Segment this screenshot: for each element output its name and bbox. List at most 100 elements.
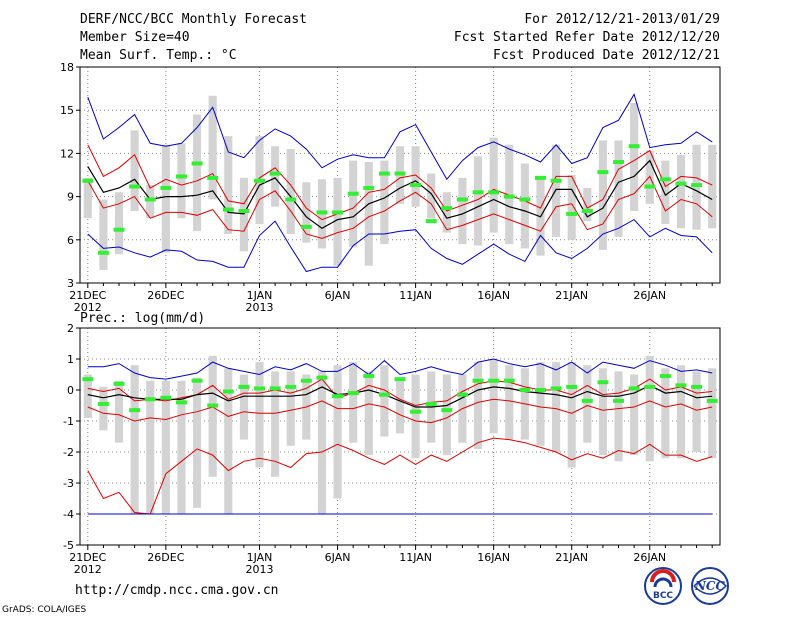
temp-observed-marker <box>566 211 578 216</box>
prec-observed-marker <box>441 408 453 413</box>
temp-observed-marker <box>129 184 141 189</box>
source-url[interactable]: http://cmdp.ncc.cma.gov.cn <box>75 583 279 598</box>
prec-observed-marker <box>363 374 375 379</box>
temp-observed-marker <box>97 250 109 255</box>
prec-observed-marker <box>332 394 344 399</box>
prec-spread-bar <box>489 359 498 434</box>
prec-spread-bar <box>286 371 295 446</box>
prec-xtick-label: 21DEC <box>69 551 106 564</box>
temp-observed-marker <box>238 209 250 213</box>
temp-xtick-label: 21DEC <box>69 289 106 302</box>
temp-line-max <box>87 93 713 181</box>
prec-observed-marker <box>519 388 531 392</box>
prec-spread-bar <box>473 362 483 449</box>
temp-observed-marker <box>535 175 546 180</box>
prec-observed-marker <box>628 386 640 391</box>
prec-xtick-label: 16JAN <box>477 551 510 564</box>
temp-observed-marker <box>410 183 422 188</box>
prec-spread-bar <box>552 362 561 452</box>
temp-observed-marker <box>659 177 671 182</box>
prec-spread-bar <box>442 374 451 456</box>
temp-observed-marker <box>488 190 500 195</box>
temp-observed-marker <box>332 210 344 215</box>
temp-spread-bar <box>114 192 124 255</box>
temp-spread-bar <box>177 143 186 219</box>
prec-observed-marker <box>394 377 406 382</box>
prec-spread-bar <box>692 371 701 452</box>
temp-observed-marker <box>441 206 453 211</box>
temp-spread-bar <box>364 162 373 266</box>
temp-line-min <box>87 218 713 273</box>
temp-xtick-label: 16JAN <box>477 289 510 302</box>
prec-observed-marker <box>347 391 359 396</box>
temp-line-p_lo <box>87 175 713 239</box>
temp-spread-bar <box>489 137 498 233</box>
temp-spread-bar <box>333 177 342 266</box>
temp-spread-bar <box>614 140 623 237</box>
prec-xtick-label: 6JAN <box>325 551 351 564</box>
prec-observed-marker <box>160 395 172 400</box>
temp-spread-bar <box>520 163 529 249</box>
temp-spread-bar <box>442 192 451 233</box>
prec-observed-marker <box>472 378 484 383</box>
prec-spread-bar <box>161 380 170 514</box>
prec-observed-marker <box>456 392 468 397</box>
prec-spread-bar <box>645 355 654 462</box>
ncc-logo: NCC <box>691 567 729 605</box>
temp-xtick-label: 26JAN <box>633 289 666 302</box>
temp-observed-marker <box>82 178 94 183</box>
prec-spread-bar <box>395 377 405 434</box>
fcst-produced-label: Fcst Produced Date 2012/12/21 <box>493 48 720 63</box>
temp-spread-bar <box>458 177 467 245</box>
temp-spread-bar <box>161 144 170 253</box>
prec-observed-marker <box>503 378 515 383</box>
temp-observed-marker <box>176 174 187 179</box>
temp-spread-bar <box>661 160 670 224</box>
temp-spread-bar <box>349 160 358 247</box>
prec-spread-bar <box>130 365 139 514</box>
temp-spread-bar <box>193 114 202 232</box>
temp-observed-marker <box>519 197 531 202</box>
temp-spread-bar <box>302 182 311 243</box>
prec-spread-bar <box>536 362 545 446</box>
grads-credit: GrADS: COLA/IGES <box>2 605 87 615</box>
prec-spread-bar <box>630 374 639 456</box>
prec-spread-bar <box>193 377 202 508</box>
temp-spread-bar <box>552 144 561 237</box>
temp-observed-marker <box>613 160 624 165</box>
prec-spread-bar <box>177 380 186 514</box>
temp-observed-marker <box>285 197 297 202</box>
variable-label: Mean Surf. Temp.: °C <box>80 48 237 63</box>
temp-observed-marker <box>207 175 219 180</box>
temp-spread-bar <box>676 154 686 229</box>
temp-observed-marker <box>363 185 375 190</box>
prec-spread-bar <box>99 386 108 431</box>
prec-spread-bar <box>333 365 342 499</box>
temp-observed-marker <box>269 171 281 176</box>
temp-spread-bar <box>239 177 248 252</box>
prec-ytick-label: 0 <box>67 384 74 397</box>
prec-spread-bar <box>364 371 373 456</box>
temp-observed-marker <box>628 144 640 149</box>
prec-observed-marker <box>113 381 125 386</box>
prec-observed-marker <box>706 398 718 403</box>
prec-spread-bar <box>598 368 607 456</box>
temp-ytick-label: 6 <box>67 234 74 247</box>
temp-observed-marker <box>581 209 593 213</box>
prec-ytick-label: 2 <box>67 322 74 335</box>
temp-ytick-label: 9 <box>67 191 74 204</box>
prec-observed-marker <box>425 401 437 406</box>
temp-spread-bar <box>146 185 155 219</box>
temp-spread-bar <box>692 144 701 230</box>
prec-observed-marker <box>581 398 593 403</box>
prec-line-mean <box>87 384 713 408</box>
temp-xtick-label: 11JAN <box>399 289 432 302</box>
prec-observed-marker <box>191 378 203 383</box>
prec-ytick-label: -1 <box>63 415 74 428</box>
prec-ytick-label: 1 <box>67 353 74 366</box>
prec-line-p_lo <box>87 398 713 424</box>
temp-ytick-label: 15 <box>60 104 74 117</box>
temp-spread-bar <box>708 144 717 229</box>
